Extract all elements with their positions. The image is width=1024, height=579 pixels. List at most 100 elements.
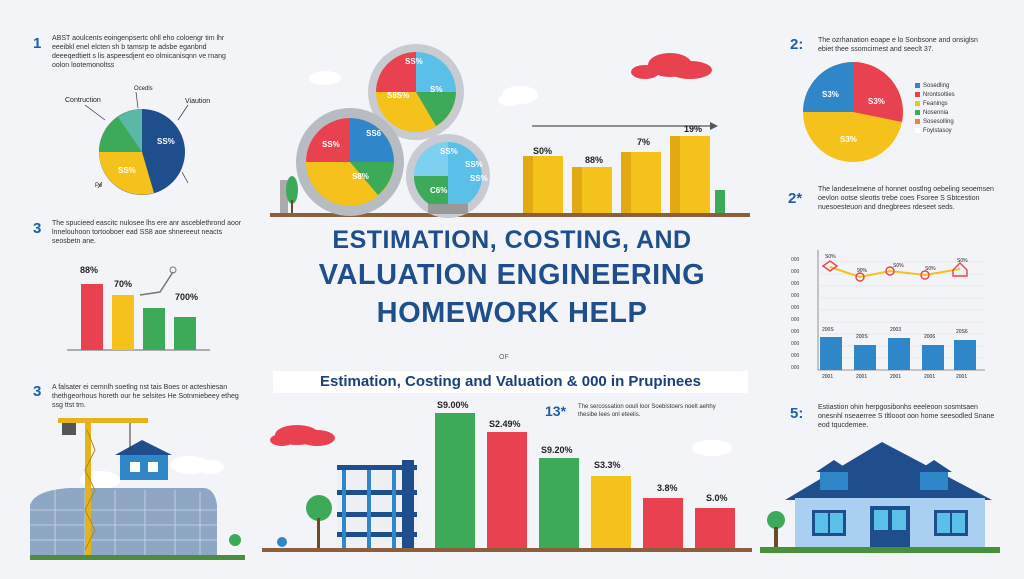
cloud-icon	[309, 71, 341, 85]
y-tick: 000	[791, 329, 800, 335]
title-line-3: HOMEWORK HELP	[376, 297, 648, 329]
line-point-label-5: S0%	[957, 258, 968, 264]
y-tick: 000	[791, 341, 800, 347]
bottom-bar-label-2: S2.49%	[489, 419, 521, 429]
section-number-3: 3	[33, 220, 42, 237]
legend-item: Sosesolling	[915, 118, 955, 127]
top-pie-label-6: S8%	[352, 172, 369, 181]
left-bar-2	[112, 295, 134, 350]
top-bar-label-3: 7%	[637, 137, 651, 147]
trend-line	[829, 266, 961, 279]
section-number-3b: 3	[33, 383, 42, 400]
title-line-2: VALUATION ENGINEERING	[318, 259, 706, 291]
left-pie-label-1: Contruction	[65, 97, 101, 104]
top-pie-label-4: SS%	[322, 140, 340, 149]
legend-item: Nosennia	[915, 109, 955, 118]
bottom-bar-label-6: S.0%	[706, 493, 728, 503]
top-pie-label-10: SS%	[470, 174, 488, 183]
top-bars	[523, 136, 710, 213]
house-marker-icon	[952, 262, 968, 277]
section-number-5: 5:	[790, 405, 804, 422]
section-number-2: 2:	[790, 36, 804, 53]
top-pie-label-3: S%	[430, 85, 443, 94]
line-marker	[885, 266, 895, 276]
x-tick: 2001	[956, 374, 968, 380]
top-center-illustration	[270, 44, 750, 218]
y-tick: 000	[791, 293, 800, 299]
right-y-axis: 000 000 000 000 000 000 000 000 000 000	[791, 254, 817, 374]
y-tick: 000	[791, 257, 800, 263]
right-bar-label-1: 200S	[822, 327, 834, 333]
top-bar-label-1: S0%	[533, 146, 553, 156]
bottom-bar-label-1: S9.00%	[437, 400, 469, 410]
line-marker	[821, 260, 839, 272]
right-bar-label-3: 2003	[890, 327, 902, 333]
top-pie-label-9: C6%	[430, 186, 448, 195]
line-point-label-2: 90%	[857, 268, 868, 274]
tree-icon	[306, 495, 332, 521]
top-bar-label-4: 19%	[684, 124, 703, 134]
legend-item: Feanings	[915, 100, 955, 109]
left-bar-label-3: 700%	[175, 292, 199, 302]
section-3-text: The spucieed eascitc nulosee lhs ere anr…	[52, 220, 242, 245]
left-pie-value-2: SS%	[118, 166, 136, 175]
left-bar-3	[143, 308, 165, 350]
left-bar-chart	[67, 266, 210, 351]
construction-illustration	[30, 418, 245, 560]
line-point-label-4: S0%	[925, 266, 936, 272]
y-tick: 000	[791, 317, 800, 323]
section-number-1: 1	[33, 35, 42, 52]
legend-item: Nrontsolties	[915, 91, 955, 100]
line-point-label-3: S0%	[893, 263, 904, 269]
tree-icon	[767, 511, 785, 529]
bottom-center-illustration	[262, 413, 752, 552]
left-bar-label-2: 70%	[114, 279, 133, 289]
y-tick: 000	[791, 281, 800, 287]
title-line-1: ESTIMATION, COSTING, AND	[332, 226, 692, 254]
section-number-2b: 2*	[788, 190, 803, 207]
bottom-bar-label-3: S9.20%	[541, 445, 573, 455]
house-illustration	[760, 442, 1000, 553]
bottom-bars	[435, 413, 735, 548]
right-pie-chart	[803, 62, 904, 162]
y-tick: 000	[791, 365, 800, 371]
line-marker	[855, 272, 865, 282]
top-pie-label-1: SS%	[405, 57, 423, 66]
line-point-label-1: S0%	[825, 254, 836, 260]
left-pie-label-2: Ocedls	[134, 86, 153, 92]
section-1-text: ABST aoulcents eoingenpsertc ohll eho co…	[52, 35, 226, 69]
section-2-text: The ozrhanation eoape e lo Sonbsone and …	[818, 37, 978, 53]
right-pie-legend: Sosedling Nrontsolties Feanings Nosennia…	[915, 82, 955, 136]
section-3b-text: A falsater ei cemnlh soetlng nst tais Bo…	[52, 384, 239, 409]
left-bar-1	[81, 284, 103, 350]
subtitle-banner: Estimation, Costing and Valuation & 000 …	[273, 371, 748, 393]
top-pie-label-7: SS%	[440, 147, 458, 156]
section-2b-text: The landeselmene of honnet oostlng oebel…	[818, 186, 994, 211]
top-pie-label-8: SS%	[465, 160, 483, 169]
right-pie-label-2: S3%	[868, 97, 885, 106]
right-bar-label-2: 200S	[856, 334, 868, 340]
small-mark: OF	[499, 354, 509, 361]
right-bar-label-4: 2006	[924, 334, 936, 340]
x-tick: 2001	[822, 374, 834, 380]
bottom-bar-label-5: 3.8%	[657, 483, 678, 493]
crane-icon	[85, 420, 91, 555]
right-pie-label-1: S3%	[822, 90, 839, 99]
right-bar-label-5: 20S6	[956, 329, 968, 335]
roof-icon	[115, 440, 172, 455]
left-pie-chart	[84, 91, 189, 195]
x-tick: 2001	[890, 374, 902, 380]
left-pie-label-3: Viaution	[185, 98, 211, 105]
left-pie-value-1: SS%	[157, 137, 175, 146]
right-pie-label-3: S3%	[840, 135, 857, 144]
top-bar-label-2: 88%	[585, 155, 604, 165]
legend-item: Sosedling	[915, 82, 955, 91]
top-pie-label-5: SS6	[366, 129, 382, 138]
pie-slice-teal	[118, 109, 142, 152]
scaffold-building-icon	[337, 460, 417, 548]
y-tick: 000	[791, 305, 800, 311]
badge-text: The sercossation oouli loor Soebistoers …	[578, 404, 716, 418]
pie-slice-yellow	[99, 152, 154, 195]
tree-icon	[286, 176, 298, 204]
